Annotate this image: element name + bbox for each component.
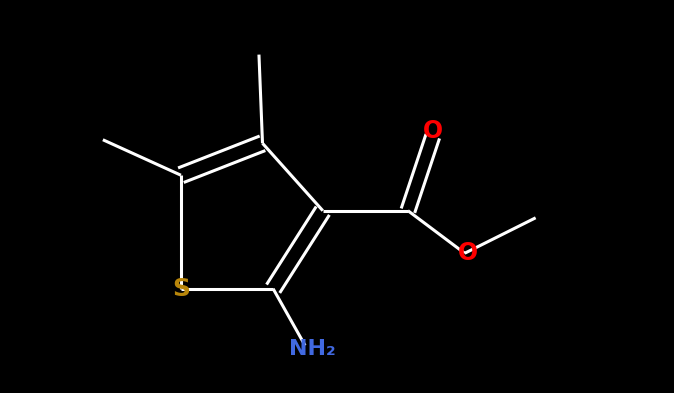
Text: O: O	[458, 241, 479, 265]
Text: O: O	[423, 119, 443, 143]
Text: NH₂: NH₂	[288, 339, 336, 359]
Text: S: S	[172, 277, 190, 301]
